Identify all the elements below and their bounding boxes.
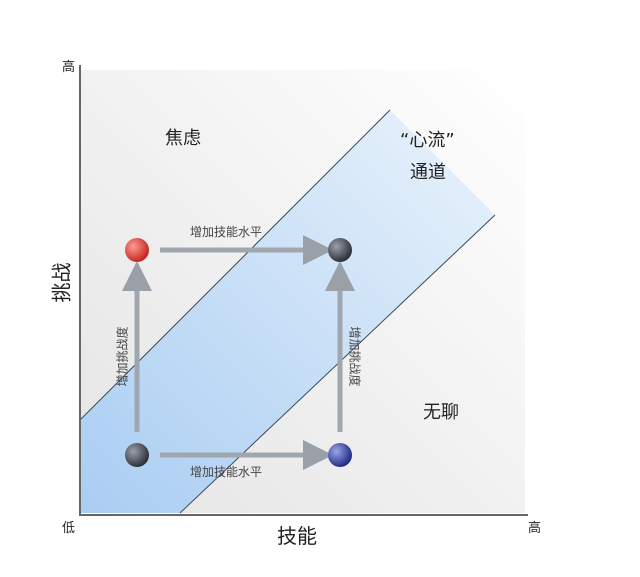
arrow-left-label: 增加挑战度 — [115, 326, 130, 387]
dark-ball-top-right — [328, 238, 352, 262]
flow-label-line2: 通道 — [410, 162, 446, 183]
arrow-bottom-label: 增加技能水平 — [190, 465, 263, 479]
x-axis-label: 技能 — [277, 524, 317, 548]
y-low-label: 低 — [62, 521, 76, 536]
anxiety-label: 焦虑 — [165, 128, 201, 149]
arrow-right-label: 增加挑战度 — [347, 326, 362, 387]
flow-channel-band — [80, 110, 495, 513]
arrow-top-label: 增加技能水平 — [190, 225, 263, 239]
y-high-label: 高 — [62, 60, 76, 75]
dark-ball-bottom-left — [125, 443, 149, 467]
blue-ball — [328, 443, 352, 467]
flow-label-line1: “心流” — [400, 130, 455, 151]
x-high-label: 高 — [528, 521, 542, 536]
boredom-label: 无聊 — [423, 402, 459, 423]
red-ball — [125, 238, 149, 262]
channel-upper-line — [79, 109, 391, 421]
y-axis-label: 挑战 — [49, 262, 74, 303]
